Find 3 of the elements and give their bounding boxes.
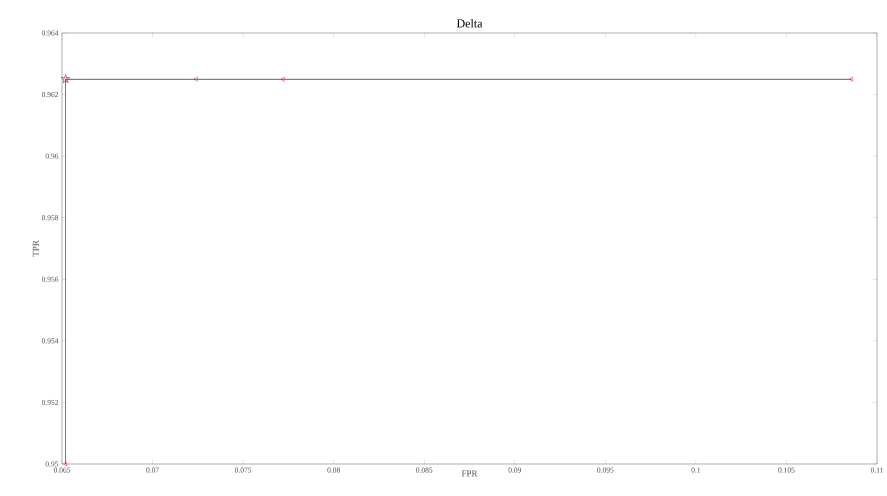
x-axis-title: FPR bbox=[462, 470, 478, 476]
y-axis-title: TPR bbox=[32, 240, 39, 257]
chart-title: Delta bbox=[456, 19, 482, 28]
